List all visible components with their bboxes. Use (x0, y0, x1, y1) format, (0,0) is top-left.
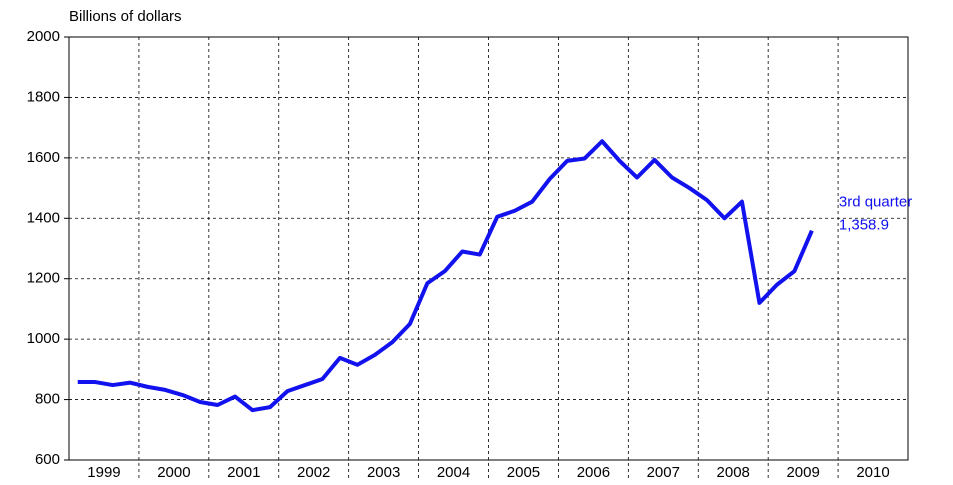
data-line (77, 139, 814, 413)
x-tick-label: 1999 (87, 464, 120, 481)
x-tick-label: 2000 (157, 464, 190, 481)
x-tick-label: 2005 (507, 464, 540, 481)
annotation: 3rd quarter (839, 194, 912, 211)
value-label: 1,358.9 (839, 217, 889, 234)
y-tick-label: 1800 (27, 88, 60, 105)
x-tick-label: 2009 (786, 464, 819, 481)
x-tick-label: 2010 (856, 464, 889, 481)
x-tick-label: 2003 (367, 464, 400, 481)
x-tick-label: 2001 (227, 464, 260, 481)
x-tick-label: 2006 (577, 464, 610, 481)
y-tick-label: 1600 (27, 149, 60, 166)
x-tick-label: 2008 (717, 464, 750, 481)
x-tick-label: 2007 (647, 464, 680, 481)
y-tick-label: 1200 (27, 270, 60, 287)
x-tick-label: 2004 (437, 464, 470, 481)
y-tick-label: 600 (35, 451, 60, 468)
y-tick-label: 1400 (27, 209, 60, 226)
y-axis-label: Billions of dollars (69, 8, 182, 25)
y-tick-label: 1000 (27, 330, 60, 347)
y-tick-label: 2000 (27, 28, 60, 45)
x-tick-label: 2002 (297, 464, 330, 481)
plot-frame (68, 36, 909, 461)
y-tick-label: 800 (35, 391, 60, 408)
